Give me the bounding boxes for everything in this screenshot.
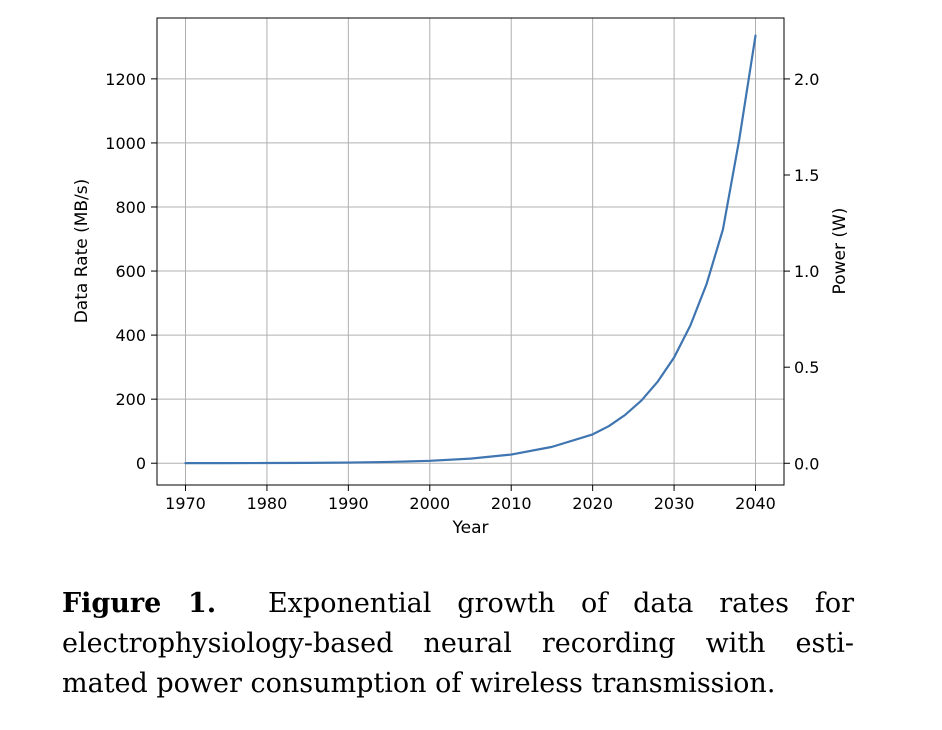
x-axis: 1970 1980 1990 2000 2010 2020 2030 2040 — [165, 485, 776, 513]
y-axis-right: 0.0 0.5 1.0 1.5 2.0 — [784, 70, 819, 473]
x-tick-label: 2040 — [735, 494, 776, 513]
grid — [157, 18, 784, 485]
y2-tick-label: 2.0 — [794, 70, 819, 89]
x-tick-label: 2010 — [491, 494, 532, 513]
y-tick-label: 200 — [115, 390, 146, 409]
x-tick-label: 2020 — [572, 494, 613, 513]
series-line — [184, 34, 757, 465]
x-tick-label: 1980 — [247, 494, 288, 513]
x-tick-label: 1990 — [328, 494, 369, 513]
y-tick-label: 400 — [115, 326, 146, 345]
y-tick-label: 600 — [115, 262, 146, 281]
y2-tick-label: 0.0 — [794, 454, 819, 473]
y2-axis-label: Power (W) — [830, 208, 850, 295]
caption-text: Exponential growth of data rates for ele… — [62, 588, 854, 699]
figure-label: Figure 1. — [62, 588, 217, 619]
y-tick-label: 1200 — [105, 70, 146, 89]
y-axis-left: 0 200 400 600 800 1000 1200 — [105, 70, 157, 473]
y-axis-label: Data Rate (MB/s) — [72, 179, 92, 324]
y2-tick-label: 1.0 — [794, 262, 819, 281]
y-tick-label: 800 — [115, 198, 146, 217]
y2-tick-label: 1.5 — [794, 166, 819, 185]
x-tick-label: 2000 — [409, 494, 450, 513]
y2-tick-label: 0.5 — [794, 358, 819, 377]
y-tick-label: 1000 — [105, 134, 146, 153]
y-tick-label: 0 — [136, 454, 146, 473]
x-tick-label: 1970 — [165, 494, 206, 513]
plot-frame — [156, 17, 785, 486]
chart: 1970 1980 1990 2000 2010 2020 2030 2040 0 200 400… — [72, 17, 850, 538]
series-group — [184, 34, 757, 465]
x-tick-label: 2030 — [654, 494, 695, 513]
figure-caption: Figure 1. Exponential growth of data rat… — [62, 584, 854, 704]
x-axis-label: Year — [452, 518, 489, 538]
